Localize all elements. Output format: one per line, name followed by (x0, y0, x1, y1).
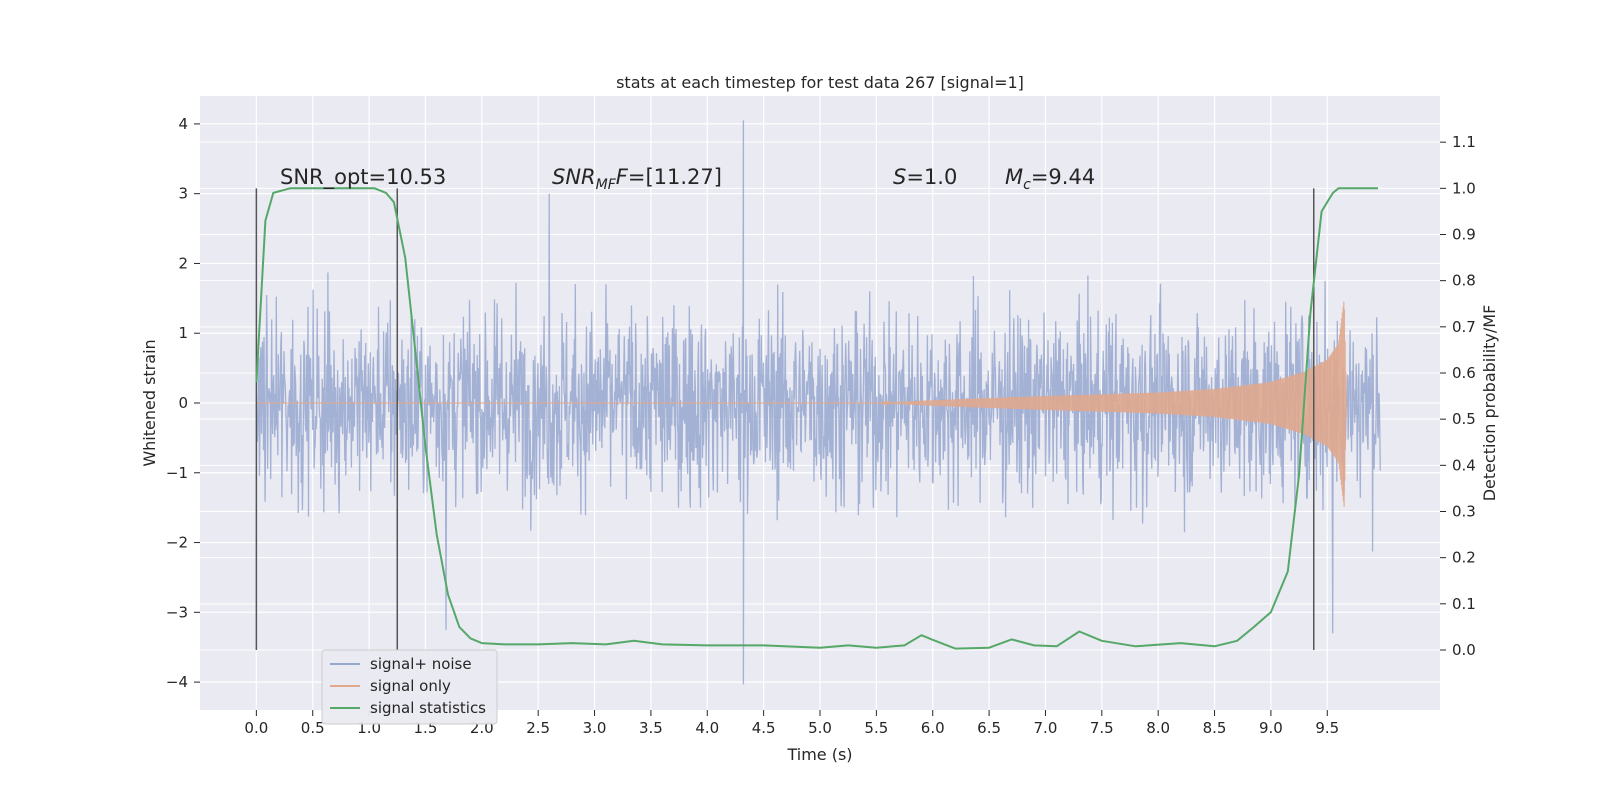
left-y-tick-label: −3 (166, 603, 188, 621)
left-y-axis-ticks: 4 3 2 1 0 −1 −2 −3 −4 (166, 115, 200, 691)
x-tick-label: 7.5 (1090, 719, 1114, 737)
right-y-tick-label: 1.1 (1452, 133, 1476, 151)
right-y-tick-label: 0.6 (1452, 364, 1476, 382)
left-y-tick-label: 2 (178, 254, 188, 272)
series-signal-statistics (255, 187, 1378, 650)
x-axis-label: Time (s) (786, 745, 852, 764)
right-y-axis-ticks: 1.1 1.0 0.9 0.8 0.7 0.6 0.5 0.4 0.3 0.2 0.1 0.0 (1440, 133, 1476, 659)
x-tick-label: 2.5 (526, 719, 550, 737)
right-y-axis-label: Detection probability/MF (1480, 305, 1499, 502)
statistics-line (255, 187, 1378, 650)
right-y-tick-label: 0.5 (1452, 410, 1476, 428)
annotation-snr-opt: SNR_opt=10.53 (280, 165, 446, 190)
x-tick-label: 0.0 (244, 719, 268, 737)
x-tick-label: 3.0 (583, 719, 607, 737)
right-y-tick-label: 0.4 (1452, 456, 1476, 474)
legend-label-signal-noise: signal+ noise (370, 655, 472, 673)
x-tick-label: 6.5 (977, 719, 1001, 737)
left-y-tick-label: −1 (166, 464, 188, 482)
chart-title: stats at each timestep for test data 267… (616, 73, 1024, 92)
legend-label-signal-only: signal only (370, 677, 451, 695)
x-tick-label: 0.5 (301, 719, 325, 737)
x-tick-label: 8.0 (1146, 719, 1170, 737)
right-y-tick-label: 0.3 (1452, 502, 1476, 520)
left-y-tick-label: 0 (178, 394, 188, 412)
annotation-s: S=1.0 (893, 165, 957, 189)
left-y-tick-label: −4 (166, 673, 188, 691)
legend-label-signal-statistics: signal statistics (370, 699, 486, 717)
left-y-tick-label: 3 (178, 185, 188, 203)
series-signal-only (256, 301, 1347, 507)
right-y-tick-label: 0.7 (1452, 318, 1476, 336)
left-y-tick-label: −2 (166, 534, 188, 552)
legend: signal+ noise signal only signal statist… (321, 649, 498, 725)
x-tick-label: 7.0 (1034, 719, 1058, 737)
left-y-axis-label: Whitened strain (140, 339, 159, 466)
right-y-tick-label: 0.8 (1452, 272, 1476, 290)
x-tick-label: 8.5 (1203, 719, 1227, 737)
x-tick-label: 4.5 (752, 719, 776, 737)
x-tick-label: 9.0 (1259, 719, 1283, 737)
right-y-tick-label: 0.9 (1452, 225, 1476, 243)
x-tick-label: 6.0 (921, 719, 945, 737)
x-tick-label: 5.5 (864, 719, 888, 737)
annotation-mc: Mc=9.44 (1005, 165, 1095, 193)
signal-chirp (256, 301, 1347, 507)
x-tick-label: 4.0 (695, 719, 719, 737)
x-tick-label: 5.0 (808, 719, 832, 737)
legend-box (321, 649, 498, 725)
right-y-tick-label: 0.2 (1452, 549, 1476, 567)
marker-lines (255, 188, 1315, 650)
x-tick-label: 3.5 (639, 719, 663, 737)
x-tick-label: 9.5 (1315, 719, 1339, 737)
left-y-tick-label: 4 (178, 115, 188, 133)
right-y-tick-label: 0.1 (1452, 595, 1476, 613)
right-y-tick-label: 1.0 (1452, 179, 1476, 197)
annotation-snr-mf: SNRMFF=[11.27] (552, 165, 722, 193)
right-y-tick-label: 0.0 (1452, 641, 1476, 659)
left-y-tick-label: 1 (178, 324, 188, 342)
